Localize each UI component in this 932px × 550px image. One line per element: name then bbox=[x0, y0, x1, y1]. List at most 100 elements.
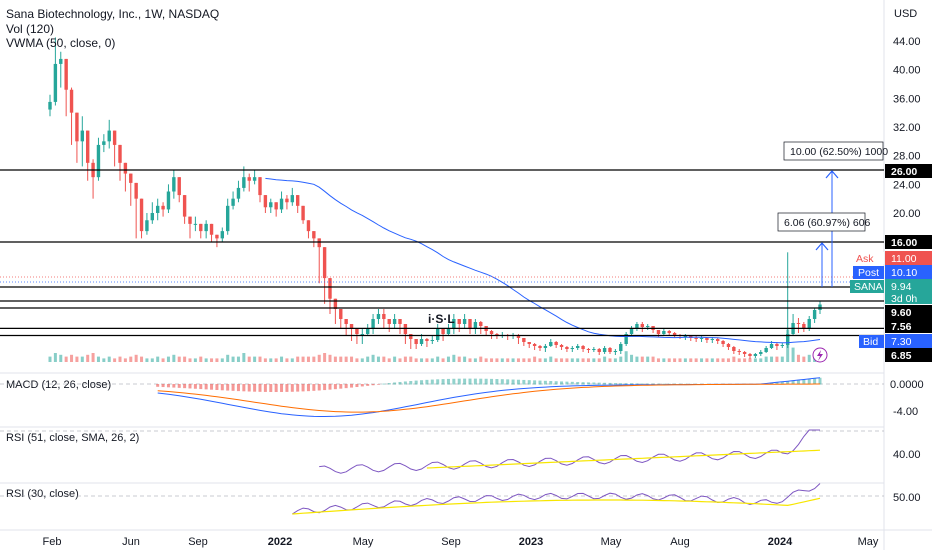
bar-countdown: 3d 0h bbox=[891, 293, 917, 305]
macd-hist-bar bbox=[630, 383, 634, 385]
ask-value-bg bbox=[885, 251, 932, 265]
volume-bar bbox=[495, 358, 499, 362]
volume-bar bbox=[479, 356, 483, 362]
volume-bar bbox=[172, 354, 176, 362]
symbol-title: Sana Biotechnology, Inc., 1W, NASDAQ bbox=[6, 7, 219, 21]
macd-hist-bar bbox=[312, 384, 316, 391]
macd-hist-bar bbox=[624, 383, 628, 385]
candle-body bbox=[742, 352, 747, 354]
candle-body bbox=[59, 58, 63, 64]
candle-body bbox=[188, 216, 192, 224]
macd-hist-bar bbox=[511, 379, 515, 385]
macd-hist-bar bbox=[355, 384, 359, 388]
measure-tool-lower[interactable]: 6.06 (60.97%) 606 bbox=[777, 212, 871, 287]
volume-bar bbox=[554, 358, 558, 362]
level-label-bg bbox=[885, 319, 932, 333]
event-marker[interactable]: i·S·L bbox=[428, 312, 455, 326]
volume-bar bbox=[86, 354, 90, 362]
candle-body bbox=[592, 349, 596, 350]
macd-hist-bar bbox=[344, 384, 348, 389]
macd-hist-bar bbox=[640, 383, 644, 385]
candle-body bbox=[812, 310, 817, 319]
price-tick-label: 28.00 bbox=[893, 151, 921, 163]
volume-bar bbox=[199, 356, 203, 362]
volume-bar bbox=[274, 358, 278, 362]
candle-body bbox=[462, 319, 467, 324]
volume-bar bbox=[188, 358, 192, 362]
volume-bar bbox=[716, 358, 720, 362]
measure-tool-upper[interactable]: 10.00 (62.50%) 1000 bbox=[783, 141, 888, 287]
candle-body bbox=[134, 182, 138, 199]
candle-body bbox=[209, 223, 214, 235]
candle-body bbox=[48, 101, 52, 110]
macd-hist-bar bbox=[290, 384, 294, 392]
candle-body bbox=[118, 144, 122, 163]
macd-hist-bar bbox=[527, 380, 531, 385]
candle-body bbox=[629, 329, 634, 334]
volume-bar bbox=[527, 358, 531, 362]
lightning-icon[interactable] bbox=[812, 347, 828, 363]
candle-body bbox=[177, 177, 181, 196]
macd-hist-bar bbox=[280, 384, 284, 392]
volume-bar bbox=[694, 358, 698, 362]
volume-bar bbox=[586, 358, 590, 362]
macd-tick-neg4: -4.00 bbox=[893, 406, 918, 418]
time-axis-ticks: Feb Jun Sep 2022 May Sep 2023 May Aug 2024 May bbox=[43, 536, 879, 548]
macd-hist-bar bbox=[468, 378, 472, 385]
macd-hist-bar bbox=[516, 379, 520, 385]
volume-bar bbox=[226, 354, 230, 362]
level-label-bg bbox=[885, 348, 932, 362]
rsi1-ma-line bbox=[426, 449, 821, 469]
volume-bar bbox=[242, 353, 246, 362]
price-tick-label: 44.00 bbox=[893, 36, 921, 48]
volume-bar bbox=[80, 356, 84, 362]
volume-bar bbox=[726, 358, 730, 362]
candle-body bbox=[608, 348, 612, 352]
candle-body bbox=[247, 177, 251, 181]
macd-hist-bar bbox=[301, 384, 305, 392]
macd-hist-bar bbox=[495, 379, 499, 385]
time-tick-label: Aug bbox=[670, 536, 690, 548]
macd-hist-bar bbox=[796, 379, 800, 385]
macd-hist-bar bbox=[161, 384, 165, 388]
candle-body bbox=[759, 352, 763, 354]
macd-hist-bar bbox=[452, 378, 456, 385]
horizontal-levels bbox=[0, 169, 884, 337]
rsi2-label: RSI (30, close) bbox=[6, 488, 79, 500]
candle-body bbox=[123, 162, 128, 174]
candle-body bbox=[365, 329, 370, 334]
macd-hist-bar bbox=[204, 384, 208, 390]
macd-hist-bar bbox=[317, 384, 321, 391]
candle-body bbox=[220, 231, 225, 239]
macd-hist-bar bbox=[780, 381, 784, 385]
candle-body bbox=[764, 348, 768, 352]
candle-body bbox=[236, 187, 241, 199]
volume-bar bbox=[619, 356, 623, 362]
macd-hist-bar bbox=[592, 382, 596, 385]
macd-hist-bar bbox=[242, 384, 246, 392]
candle-body bbox=[635, 324, 639, 329]
candle-body bbox=[371, 319, 375, 329]
volume-bar bbox=[490, 358, 494, 362]
macd-hist-bar bbox=[538, 380, 542, 385]
macd-hist-bar bbox=[608, 382, 612, 385]
candle-body bbox=[597, 349, 601, 352]
candle-body bbox=[769, 344, 774, 348]
volume-bar bbox=[748, 358, 752, 362]
volume-bar bbox=[140, 356, 144, 362]
volume-bar bbox=[323, 353, 327, 362]
volume-bar bbox=[102, 358, 106, 362]
macd-hist-bar bbox=[285, 384, 289, 392]
macd-hist-bar bbox=[382, 383, 386, 385]
candle-body bbox=[409, 334, 413, 339]
quote-last: SANA 9.94 3d 0h bbox=[850, 279, 932, 305]
candle-body bbox=[780, 345, 785, 346]
level-label: 16.00 bbox=[891, 237, 917, 249]
volume-bar bbox=[371, 354, 375, 362]
volume-indicator-label: Vol (120) bbox=[6, 22, 54, 36]
arrowhead-up-icon bbox=[825, 170, 839, 179]
candle-body bbox=[333, 298, 338, 309]
volume-bar bbox=[603, 356, 607, 362]
time-tick-label: Feb bbox=[43, 536, 62, 548]
